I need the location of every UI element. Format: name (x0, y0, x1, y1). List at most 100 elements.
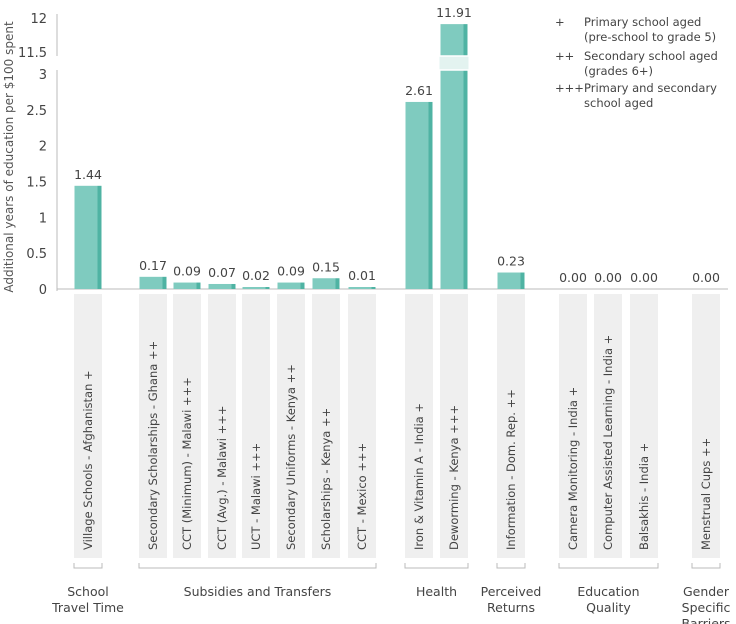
bar-break (439, 56, 469, 70)
groups-layer: School Travel Time Subsidies and Transfers… (51, 563, 731, 624)
bar-side (520, 272, 525, 289)
bar-value-label: 0.09 (277, 264, 305, 279)
bar: 1.44 (74, 167, 102, 289)
legend-text: Secondary school aged (grades 6+) (584, 49, 718, 78)
bar: 0.02 (242, 268, 270, 289)
bar-value-label: 0.00 (594, 270, 622, 285)
bar: 0.15 (312, 259, 340, 289)
category-label-box (559, 294, 587, 558)
bar: 0.23 (497, 254, 525, 289)
y-tick-label: 12 (30, 12, 47, 27)
category-label-text: CCT (Avg.) - Malawi +++ (215, 405, 229, 550)
bar-value-label: 0.07 (208, 265, 236, 280)
bar: 0.09 (277, 264, 305, 289)
group-bracket: Subsidies and Transfers (138, 563, 377, 599)
category-label-box (497, 294, 525, 558)
legend-item: + Primary school aged (pre-school to grade… (555, 15, 716, 44)
group-bracket: Health (404, 563, 469, 599)
bar-value-label: 0.02 (242, 268, 270, 283)
y-tick-label: 0.5 (26, 247, 47, 262)
bar-face (497, 272, 521, 289)
group-bracket-line (73, 563, 103, 569)
bar-value-label: 0.00 (630, 270, 658, 285)
legend-item: ++ Secondary school aged (grades 6+) (555, 49, 718, 78)
category-label: Deworming - Kenya +++ (440, 294, 468, 558)
category-label-text: Camera Monitoring - India + (566, 387, 580, 550)
category-label-box (405, 294, 433, 558)
category-label-box (139, 294, 167, 558)
category-label-box (594, 294, 622, 558)
y-tick-label: 1.5 (26, 176, 47, 191)
bar-side (463, 24, 468, 290)
bar-face (312, 278, 336, 289)
bar: 2.61 (405, 83, 433, 289)
y-tick-label: 0 (39, 283, 47, 298)
category-label: Secondary Scholarships - Ghana ++ (139, 294, 167, 558)
bar-side (97, 185, 102, 289)
bar-face (74, 185, 98, 289)
category-label: Menstrual Cups ++ (692, 294, 720, 558)
group-bracket-line (558, 563, 659, 569)
category-label: Balsakhis - India + (630, 294, 658, 558)
legend-symbol: + (555, 15, 565, 29)
bar-value-label: 0.00 (692, 270, 720, 285)
bar-side (162, 276, 167, 289)
y-tick-label: 2 (39, 140, 47, 155)
y-axis-label: Additional years of education per $100 s… (2, 21, 16, 293)
category-label: Scholarships - Kenya ++ (312, 294, 340, 558)
category-label-box (440, 294, 468, 558)
bar-value-label: 11.91 (436, 5, 472, 20)
category-label-text: Village Schools - Afghanistan + (81, 370, 95, 550)
category-label: CCT (Minimum) - Malawi +++ (173, 294, 201, 558)
bar: 0.00 (630, 270, 658, 285)
bar: 0.00 (594, 270, 622, 285)
category-label: Information - Dom. Rep. ++ (497, 294, 525, 558)
category-label-box (630, 294, 658, 558)
bar-value-label: 0.00 (559, 270, 587, 285)
bar-face (405, 101, 429, 289)
category-label-text: Secondary Uniforms - Kenya ++ (284, 364, 298, 550)
category-label-box (277, 294, 305, 558)
bar-value-label: 0.17 (139, 258, 167, 273)
legend-symbol: ++ (555, 49, 574, 63)
category-label-text: Computer Assisted Learning - India + (601, 335, 615, 550)
legend-text: Primary and secondary school aged (584, 81, 717, 110)
bar: 0.00 (692, 270, 720, 285)
bar-value-label: 0.15 (312, 259, 340, 274)
bar-value-label: 2.61 (405, 83, 433, 98)
legend-item: +++ Primary and secondary school aged (555, 81, 717, 110)
bar-value-label: 1.44 (74, 167, 102, 182)
bar-side (196, 282, 201, 289)
bar-face (242, 287, 266, 289)
group-bracket: School Travel Time (51, 563, 124, 615)
bar-side (265, 287, 270, 289)
category-label: Computer Assisted Learning - India + (594, 294, 622, 558)
group-label: Gender Specific Barriers (681, 584, 730, 624)
group-label: Subsidies and Transfers (184, 584, 332, 599)
category-label-text: Secondary Scholarships - Ghana ++ (146, 341, 160, 550)
legend-symbol: +++ (555, 81, 584, 95)
category-label-box (348, 294, 376, 558)
bar-value-label: 0.01 (348, 268, 376, 283)
group-bracket-line (404, 563, 469, 569)
category-label-text: UCT - Malawi +++ (249, 443, 263, 550)
y-tick-label: 1 (39, 211, 47, 226)
bar-value-label: 0.09 (173, 264, 201, 279)
group-bracket-line (496, 563, 526, 569)
category-label-box (312, 294, 340, 558)
group-bracket-line (691, 563, 721, 569)
bar-side (300, 282, 305, 289)
y-tick-label: 11.5 (18, 46, 47, 61)
category-label-box (208, 294, 236, 558)
category-label-text: Menstrual Cups ++ (699, 438, 713, 550)
category-label-text: CCT - Mexico +++ (355, 443, 369, 550)
category-label: UCT - Malawi +++ (242, 294, 270, 558)
bar-value-label: 0.23 (497, 254, 525, 269)
bar-side (231, 283, 236, 289)
bar-side (335, 278, 340, 289)
bar-face (348, 287, 372, 289)
category-label-text: CCT (Minimum) - Malawi +++ (180, 377, 194, 550)
category-label-text: Information - Dom. Rep. ++ (504, 389, 518, 550)
